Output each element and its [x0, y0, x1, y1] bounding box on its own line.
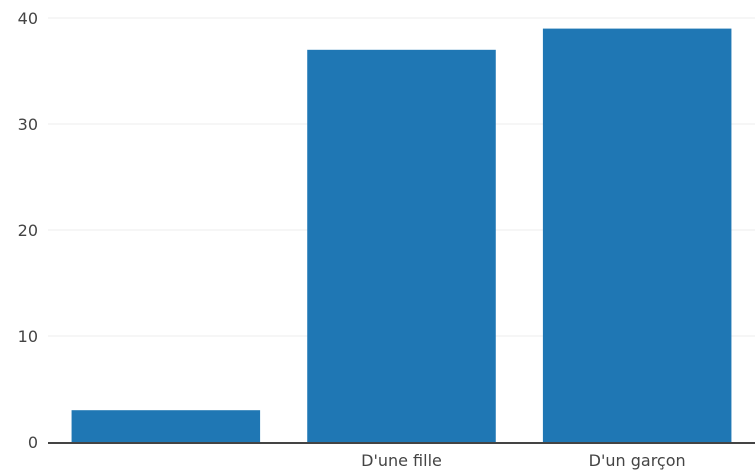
bar-1 [307, 49, 496, 443]
y-tick-label-10: 10 [18, 327, 38, 346]
bar-2 [542, 28, 732, 442]
x-tick-label-1: D'une fille [361, 451, 442, 470]
bars [71, 28, 732, 443]
bar-0 [71, 410, 261, 442]
axis-labels: 0 10 20 30 40 D'une fille D'un garçon [18, 9, 686, 470]
y-tick-label-30: 30 [18, 115, 38, 134]
y-tick-label-0: 0 [28, 433, 38, 452]
y-tick-label-20: 20 [18, 221, 38, 240]
y-tick-label-40: 40 [18, 9, 38, 28]
x-tick-label-2: D'un garçon [589, 451, 686, 470]
